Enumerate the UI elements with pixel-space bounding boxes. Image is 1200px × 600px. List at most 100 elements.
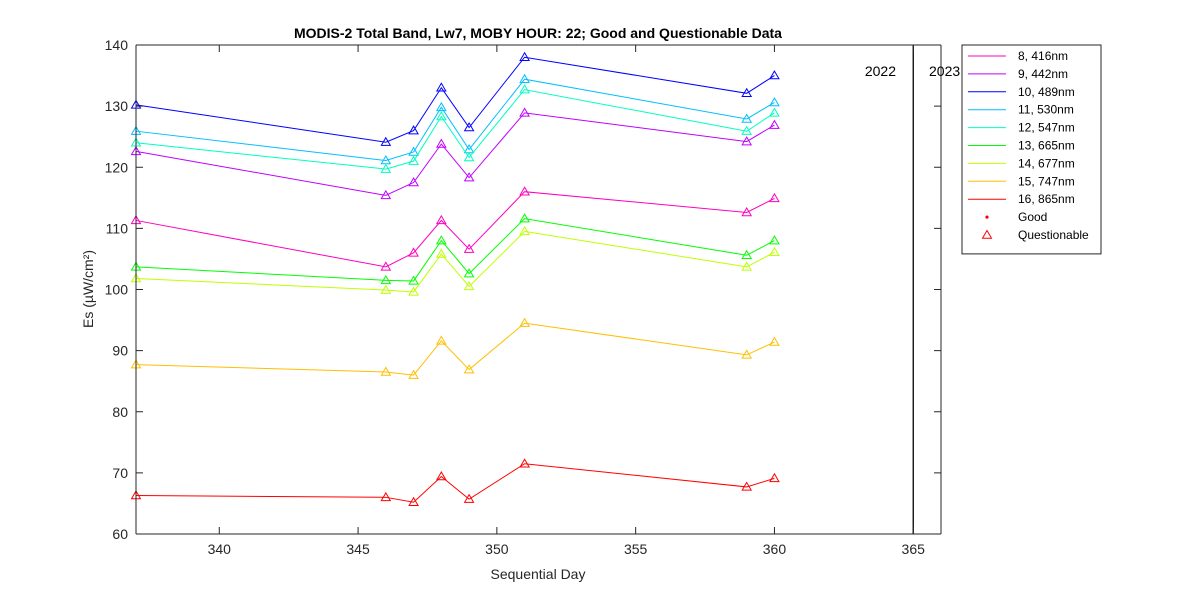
data-point-marker — [380, 284, 392, 294]
legend-item: 11, 530nm — [968, 103, 1074, 117]
year-label-2022: 2022 — [865, 63, 896, 79]
legend-item: Questionable — [981, 228, 1089, 242]
legend-label: 11, 530nm — [1018, 103, 1074, 117]
y-tick-label: 140 — [105, 37, 129, 53]
data-point-marker — [741, 206, 753, 217]
ticks: 340 345 350 355 360 365 60 70 80 90 100 110 120 130 14… — [105, 37, 941, 557]
legend-item: 10, 489nm — [968, 85, 1075, 99]
legend-item: 16, 865nm — [968, 192, 1075, 206]
x-tick-label: 340 — [208, 541, 232, 557]
series-line — [135, 218, 775, 282]
data-point-marker — [519, 458, 530, 468]
data-point-marker — [380, 163, 392, 173]
legend-label: 9, 442nm — [1018, 67, 1068, 81]
y-tick-label: 120 — [105, 159, 129, 175]
data-point-marker — [408, 125, 419, 135]
legend-label: 15, 747nm — [1018, 174, 1075, 188]
y-axis-title: Es (µW/cm²) — [80, 250, 96, 328]
data-point-marker — [435, 471, 447, 481]
data-point-marker — [519, 225, 530, 236]
data-point-marker — [519, 51, 530, 61]
legend-item: 12, 547nm — [968, 121, 1075, 135]
data-point-marker — [741, 349, 753, 359]
series-line — [135, 191, 775, 268]
data-point-marker — [463, 493, 475, 503]
data-point-marker — [519, 84, 530, 94]
y-tick-label: 130 — [105, 98, 129, 114]
data-point-marker — [769, 246, 780, 256]
series-line — [135, 112, 775, 196]
data-point-marker — [435, 214, 447, 225]
data-point-marker — [741, 249, 753, 260]
series-9 — [130, 458, 780, 506]
data-point-marker — [435, 138, 447, 148]
legend-label: Questionable — [1018, 228, 1089, 242]
legend-label: 16, 865nm — [1018, 192, 1075, 206]
data-point-marker — [769, 235, 780, 245]
legend-item: Good — [985, 210, 1047, 224]
data-point-marker — [408, 369, 419, 379]
y-tick-label: 110 — [106, 220, 129, 236]
data-point-marker — [435, 335, 447, 345]
data-point-marker — [408, 286, 419, 296]
data-point-marker — [769, 70, 780, 80]
series-3 — [130, 51, 780, 146]
data-point-marker — [741, 113, 753, 123]
legend-label: 8, 416nm — [1018, 49, 1068, 63]
data-point-marker — [769, 119, 780, 129]
series-5 — [130, 84, 780, 173]
data-point-marker — [408, 146, 419, 156]
legend-item: 8, 416nm — [968, 49, 1068, 63]
legend-label: 13, 665nm — [1018, 139, 1075, 153]
data-point-marker — [463, 280, 475, 291]
data-point-marker — [463, 151, 475, 162]
data-point-marker — [519, 73, 530, 83]
data-point-marker — [769, 192, 780, 203]
legend-label: Good — [1018, 210, 1047, 224]
y-tick-label: 60 — [112, 526, 128, 542]
data-point-marker — [519, 213, 530, 223]
data-point-marker — [741, 481, 753, 491]
legend-item: 15, 747nm — [968, 174, 1075, 188]
legend: 8, 416nm 9, 442nm 10, 489nm 11, 530nm 12, 54… — [961, 44, 1102, 255]
legend-item: 14, 677nm — [968, 156, 1075, 170]
series-line — [135, 463, 775, 503]
series-2 — [130, 107, 780, 200]
x-axis-title: Sequential Day — [491, 566, 586, 582]
data-point-marker — [519, 317, 530, 327]
data-point-marker — [741, 261, 753, 271]
data-point-marker — [380, 491, 392, 502]
x-tick-label: 360 — [763, 541, 787, 557]
series-8 — [130, 317, 780, 379]
data-point-marker — [519, 186, 530, 196]
data-point-marker — [435, 101, 447, 112]
y-tick-label: 70 — [112, 465, 128, 481]
data-point-marker — [408, 177, 419, 187]
chart-title: MODIS-2 Total Band, Lw7, MOBY HOUR: 22; … — [294, 25, 782, 41]
data-point-marker — [769, 107, 780, 117]
data-point-marker — [769, 96, 780, 107]
y-tick-label: 90 — [112, 343, 128, 359]
legend-item: 9, 442nm — [968, 67, 1068, 81]
data-point-marker — [463, 364, 475, 374]
data-point-marker — [380, 274, 392, 285]
data-point-marker — [408, 275, 419, 285]
series-line — [135, 78, 775, 162]
data-point-marker — [380, 261, 392, 271]
series-7 — [130, 225, 780, 296]
plot-area — [136, 45, 941, 534]
series-group — [130, 51, 780, 506]
y-tick-label: 80 — [112, 404, 128, 420]
data-point-marker — [741, 136, 753, 146]
data-point-marker — [463, 268, 475, 278]
data-point-marker — [408, 496, 419, 506]
data-point-marker — [741, 125, 753, 135]
y-tick-label: 100 — [105, 282, 129, 298]
x-tick-label: 365 — [902, 541, 926, 557]
x-tick-label: 350 — [485, 541, 509, 557]
legend-label: 10, 489nm — [1018, 85, 1075, 99]
legend-item: 13, 665nm — [968, 139, 1075, 153]
data-point-marker — [519, 107, 530, 117]
data-point-marker — [408, 155, 419, 165]
